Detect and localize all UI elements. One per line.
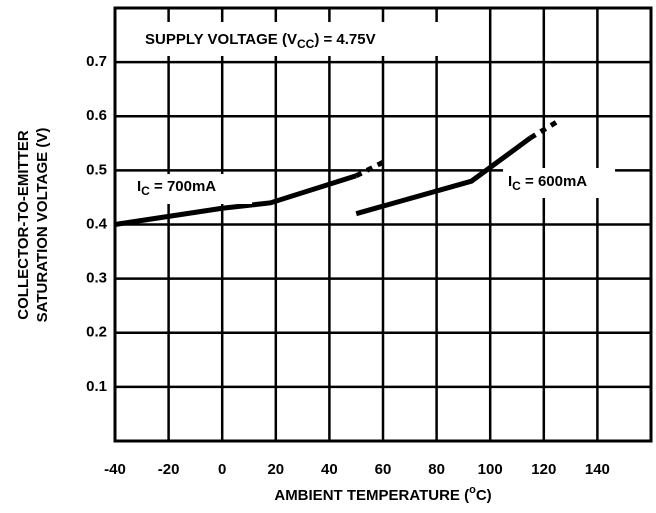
x-tick-label: 20 — [267, 461, 284, 478]
y-tick-label: 0.2 — [86, 324, 107, 341]
title-background — [138, 22, 444, 56]
y-tick-label: 0.1 — [86, 378, 107, 395]
x-tick-label: 140 — [585, 461, 610, 478]
annotation-sub: C — [141, 184, 150, 198]
series-line — [114, 173, 357, 227]
x-tick-label: 40 — [321, 461, 338, 478]
y-axis-label-line: SATURATION VOLTAGE (V) — [34, 128, 51, 323]
x-axis-label: AMBIENT TEMPERATURE (oC) — [274, 484, 491, 504]
xlabel-rest: C) — [476, 487, 492, 504]
label-background — [503, 168, 615, 198]
y-tick-label: 0.5 — [86, 161, 107, 178]
series-label: IC = 600mA — [508, 173, 587, 193]
label-background — [132, 174, 252, 204]
x-tick-label: -40 — [104, 461, 126, 478]
grid — [113, 8, 651, 441]
x-tick-label: 80 — [428, 461, 445, 478]
supply-annotation: SUPPLY VOLTAGE (VCC) = 4.75V — [145, 31, 376, 51]
y-tick-label: 0.7 — [86, 53, 107, 70]
annotation-main: I — [508, 173, 512, 190]
series-line — [355, 135, 532, 217]
x-tick-label: -20 — [158, 461, 180, 478]
xlabel-main: AMBIENT TEMPERATURE ( — [274, 487, 469, 504]
annotation-rest: = 700mA — [150, 178, 216, 195]
x-tick-label: 0 — [218, 461, 226, 478]
x-tick-label: 120 — [531, 461, 556, 478]
y-axis-label: COLLECTOR-TO-EMITTER SATURATION VOLTAGE … — [15, 128, 51, 323]
x-tick-label: 100 — [478, 461, 503, 478]
annotation-sub: C — [512, 179, 521, 193]
annotation-rest: ) = 4.75V — [314, 31, 375, 48]
y-tick-label: 0.4 — [86, 215, 108, 232]
y-tick-label: 0.3 — [86, 270, 107, 287]
y-tick-label: 0.6 — [86, 107, 107, 124]
annotation-main: SUPPLY VOLTAGE (V — [145, 31, 297, 48]
annotation-main: I — [137, 178, 141, 195]
series-label: IC = 700mA — [137, 178, 216, 198]
xlabel-sup: o — [469, 484, 476, 496]
annotation-rest: = 600mA — [521, 173, 587, 190]
series-line — [529, 119, 559, 141]
x-tick-label: 60 — [375, 461, 392, 478]
annotation-sub: CC — [297, 37, 315, 51]
y-axis-label-line: COLLECTOR-TO-EMITTER — [15, 130, 32, 320]
